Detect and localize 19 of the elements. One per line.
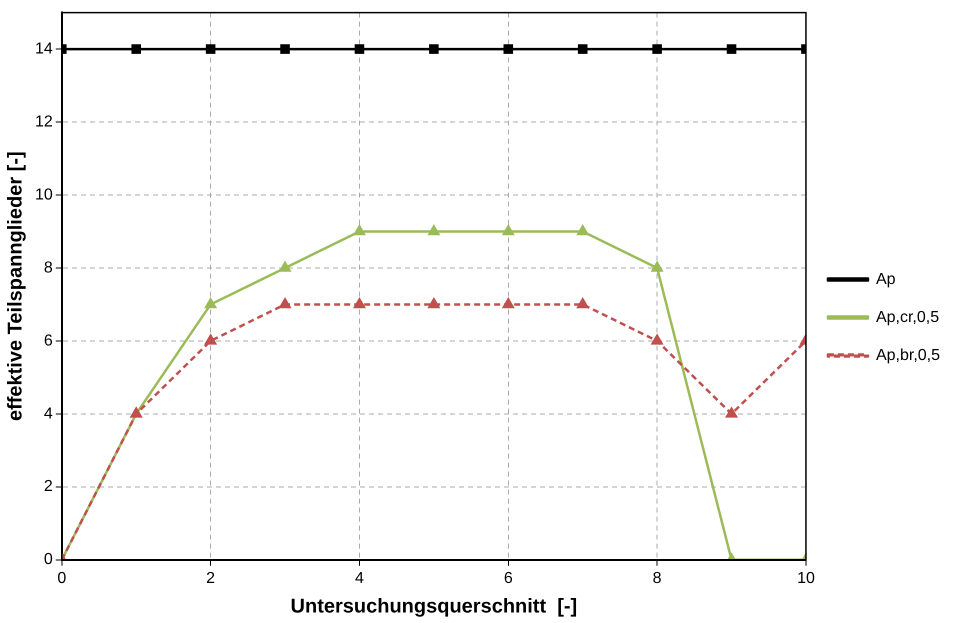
legend-label: Ap,cr,0,5 (876, 308, 940, 326)
x-tick-label: 4 (355, 570, 364, 587)
y-tick-label: 10 (35, 186, 53, 204)
y-axis-title: effektive Teilspannglieder [-] (4, 151, 27, 422)
y-tick-label: 8 (44, 259, 53, 276)
legend-label: Ap (876, 270, 896, 288)
y-tick-label: 0 (44, 551, 53, 568)
y-tick-label: 14 (35, 40, 53, 58)
y-tick-label: 12 (35, 113, 53, 130)
x-tick-label: 10 (797, 570, 815, 587)
x-tick-label: 6 (504, 570, 513, 587)
x-tick-label: 2 (206, 570, 216, 587)
x-axis-title: Untersuchungsquerschnitt [-] (290, 596, 578, 618)
y-tick-label: 2 (44, 478, 53, 496)
y-tick-label: 4 (44, 405, 53, 422)
x-tick-label: 0 (57, 570, 66, 587)
x-tick-label: 8 (652, 570, 662, 587)
legend-label: Ap,br,0,5 (876, 346, 940, 364)
y-tick-label: 6 (44, 332, 53, 350)
